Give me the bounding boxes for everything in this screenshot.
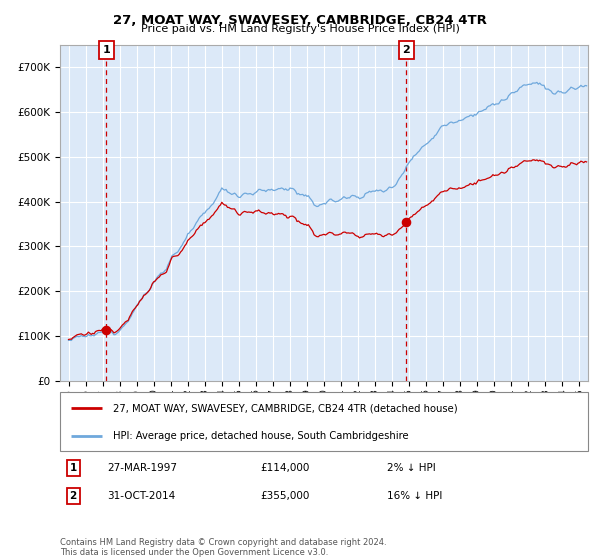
Text: Contains HM Land Registry data © Crown copyright and database right 2024.
This d: Contains HM Land Registry data © Crown c…	[60, 538, 386, 557]
Text: HPI: Average price, detached house, South Cambridgeshire: HPI: Average price, detached house, Sout…	[113, 431, 409, 441]
Text: £114,000: £114,000	[260, 463, 310, 473]
Text: 2: 2	[70, 491, 77, 501]
Text: Price paid vs. HM Land Registry's House Price Index (HPI): Price paid vs. HM Land Registry's House …	[140, 24, 460, 34]
Text: 27, MOAT WAY, SWAVESEY, CAMBRIDGE, CB24 4TR (detached house): 27, MOAT WAY, SWAVESEY, CAMBRIDGE, CB24 …	[113, 403, 457, 413]
Text: 27-MAR-1997: 27-MAR-1997	[107, 463, 178, 473]
FancyBboxPatch shape	[60, 392, 588, 451]
Text: 2: 2	[403, 45, 410, 55]
Text: 1: 1	[103, 45, 110, 55]
Text: 1: 1	[70, 463, 77, 473]
Text: £355,000: £355,000	[260, 491, 310, 501]
Text: 16% ↓ HPI: 16% ↓ HPI	[388, 491, 443, 501]
Point	[101, 325, 111, 334]
Text: 31-OCT-2014: 31-OCT-2014	[107, 491, 176, 501]
Point	[401, 217, 411, 226]
Text: 2% ↓ HPI: 2% ↓ HPI	[388, 463, 436, 473]
Text: 27, MOAT WAY, SWAVESEY, CAMBRIDGE, CB24 4TR: 27, MOAT WAY, SWAVESEY, CAMBRIDGE, CB24 …	[113, 14, 487, 27]
